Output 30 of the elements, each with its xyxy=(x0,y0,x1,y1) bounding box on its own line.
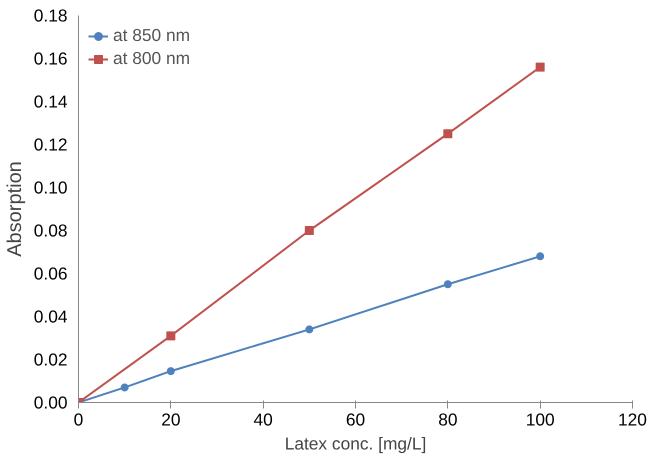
point xyxy=(444,280,452,288)
point xyxy=(443,129,452,138)
x-tick-label: 0 xyxy=(74,410,84,430)
point xyxy=(166,367,175,376)
legend-label: at 850 nm xyxy=(113,25,190,46)
y-tick-label: 0.08 xyxy=(34,220,68,240)
y-tick-label: 0.00 xyxy=(34,392,68,412)
y-tick-label: 0.14 xyxy=(34,92,68,112)
x-tick-label: 120 xyxy=(618,410,647,430)
legend-label: at 800 nm xyxy=(113,48,190,69)
y-tick-label: 0.04 xyxy=(34,306,68,326)
y-tick-label: 0.10 xyxy=(34,178,68,198)
x-tick-label: 40 xyxy=(254,410,273,430)
x-tick-label: 80 xyxy=(438,410,458,430)
y-tick-label: 0.12 xyxy=(34,134,68,154)
point xyxy=(536,62,545,72)
point xyxy=(304,226,314,235)
x-tick-label: 60 xyxy=(346,410,366,430)
point xyxy=(305,325,314,334)
y-tick-label: 0.16 xyxy=(34,48,68,68)
x-tick-label: 100 xyxy=(526,410,555,430)
point xyxy=(536,252,544,260)
y-tick-label: 0.02 xyxy=(34,350,68,370)
x-tick-label: 20 xyxy=(161,410,180,430)
y-tick-label: 0.18 xyxy=(34,6,68,26)
x-axis-title: Latex conc. [mg/L] xyxy=(284,434,426,454)
y-tick-label: 0.06 xyxy=(34,264,68,284)
point xyxy=(166,331,176,340)
y-axis-title: Absorption xyxy=(4,161,26,257)
point xyxy=(120,383,129,392)
